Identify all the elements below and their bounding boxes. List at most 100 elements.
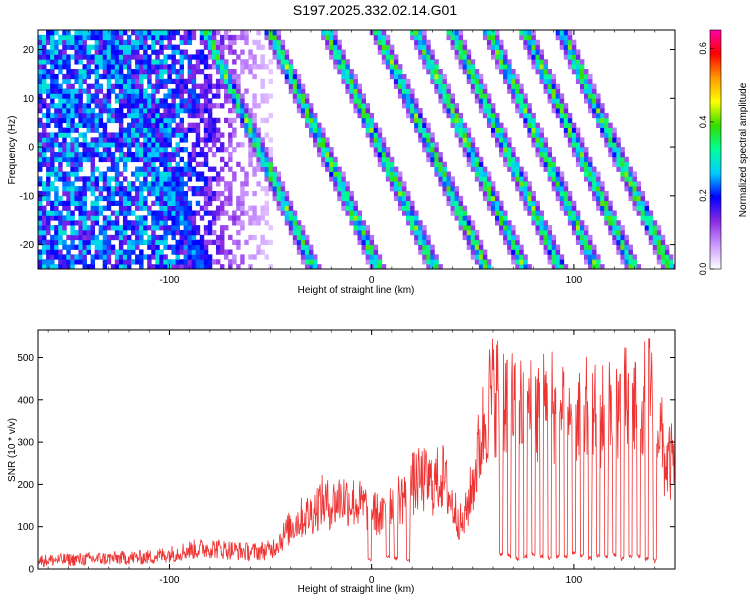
heatmap-cell	[224, 88, 229, 94]
heatmap-cell	[78, 234, 83, 241]
heatmap-cell	[507, 147, 512, 153]
heatmap-cell	[624, 264, 629, 269]
heatmap-cell	[430, 137, 435, 143]
heatmap-cell	[418, 49, 423, 55]
heatmap-cell	[187, 176, 193, 182]
heatmap-cell	[567, 215, 573, 221]
heatmap-cell	[46, 73, 51, 80]
heatmap-cell	[106, 83, 112, 89]
heatmap-cell	[46, 108, 51, 114]
heatmap-cell	[163, 147, 168, 153]
heatmap-cell	[187, 210, 193, 216]
heatmap-cell	[131, 225, 136, 231]
heatmap-cell	[78, 190, 83, 197]
heatmap-cell	[503, 215, 508, 221]
heatmap-cell	[66, 98, 71, 104]
heatmap-cell	[151, 239, 156, 246]
heatmap-y-tick-label: 0	[28, 143, 34, 154]
heatmap-cell	[135, 88, 140, 94]
heatmap-cell	[50, 44, 55, 50]
heatmap-cell	[114, 186, 120, 192]
heatmap-cell	[90, 147, 96, 153]
heatmap-cell	[632, 171, 637, 177]
heatmap-cell	[454, 112, 460, 119]
heatmap-cell	[179, 127, 184, 133]
heatmap-cell	[604, 200, 609, 206]
heatmap-cell	[82, 73, 87, 80]
heatmap-cell	[110, 234, 116, 241]
heatmap-cell	[486, 117, 492, 124]
heatmap-cell	[450, 186, 455, 192]
heatmap-cell	[559, 264, 565, 269]
heatmap-cell	[191, 156, 197, 163]
heatmap-cell	[474, 166, 480, 172]
heatmap-cell	[547, 166, 553, 172]
heatmap-cell	[462, 54, 468, 60]
heatmap-cell	[66, 103, 71, 109]
heatmap-cell	[264, 220, 269, 226]
heatmap-cell	[228, 142, 233, 148]
heatmap-cell	[656, 244, 662, 250]
heatmap-cell	[82, 132, 87, 138]
heatmap-cell	[203, 44, 209, 50]
heatmap-cell	[547, 98, 553, 104]
heatmap-cell	[98, 254, 104, 260]
heatmap-cell	[195, 112, 201, 119]
heatmap-cell	[114, 34, 120, 41]
heatmap-cell	[159, 98, 164, 104]
heatmap-cell	[159, 210, 164, 216]
heatmap-cell	[86, 30, 91, 36]
heatmap-cell	[260, 210, 265, 216]
heatmap-cell	[102, 156, 108, 163]
heatmap-cell	[357, 229, 362, 236]
heatmap-cell	[458, 49, 464, 55]
heatmap-cell	[106, 103, 112, 109]
heatmap-cell	[244, 108, 249, 114]
heatmap-cell	[118, 49, 124, 55]
heatmap-cell	[353, 229, 358, 236]
heatmap-cell	[143, 181, 148, 187]
heatmap-cell	[90, 200, 96, 206]
heatmap-cell	[608, 142, 613, 148]
heatmap-cell	[555, 93, 561, 99]
heatmap-cell	[373, 39, 379, 46]
heatmap-cell	[422, 259, 427, 265]
heatmap-cell	[478, 98, 484, 104]
heatmap-cell	[199, 108, 205, 114]
heatmap-cell	[422, 229, 427, 236]
heatmap-cell	[163, 190, 168, 197]
heatmap-cell	[131, 200, 136, 206]
heatmap-cell	[98, 59, 104, 65]
heatmap-cell	[511, 166, 516, 172]
heatmap-cell	[203, 64, 209, 70]
heatmap-cell	[523, 264, 528, 269]
heatmap-cell	[175, 166, 180, 172]
heatmap-cell	[175, 225, 180, 231]
heatmap-cell	[179, 205, 184, 211]
heatmap-cell	[430, 151, 435, 158]
heatmap-cell	[203, 30, 209, 36]
heatmap-cell	[70, 190, 75, 197]
heatmap-cell	[220, 205, 225, 211]
heatmap-cell	[78, 59, 83, 65]
heatmap-cell	[596, 200, 601, 206]
heatmap-cell	[106, 215, 112, 221]
heatmap-cell	[551, 156, 557, 163]
colorbar-ticks: 0.00.20.40.6	[698, 42, 714, 275]
heatmap-cell	[151, 127, 156, 133]
heatmap-cell	[592, 244, 597, 250]
heatmap-cell	[248, 64, 253, 70]
heatmap-cell	[531, 59, 536, 65]
heatmap-cell	[70, 151, 75, 158]
heatmap-cell	[38, 234, 43, 241]
heatmap-cell	[608, 225, 613, 231]
heatmap-cell	[567, 127, 573, 133]
heatmap-cell	[147, 239, 152, 246]
heatmap-cell	[114, 225, 120, 231]
heatmap-cell	[78, 73, 83, 80]
heatmap-cell	[122, 151, 128, 158]
heatmap-cell	[381, 161, 387, 167]
heatmap-cell	[58, 98, 63, 104]
heatmap-cell	[131, 69, 136, 75]
